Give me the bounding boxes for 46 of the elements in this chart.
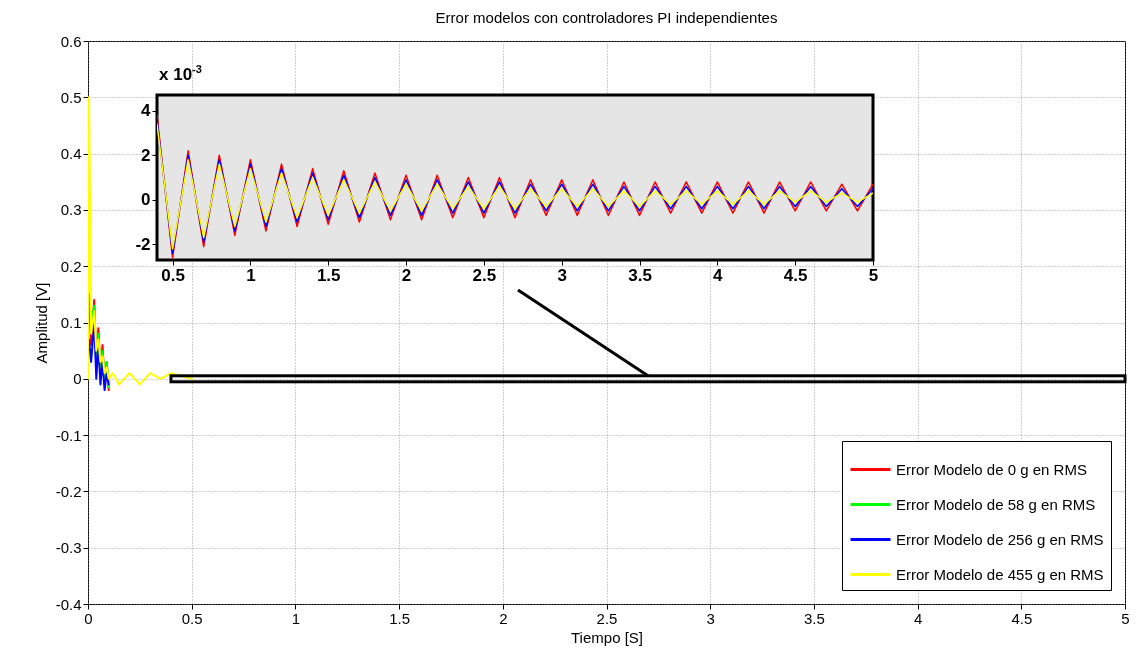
y-tick-label: 0.3 xyxy=(60,201,82,219)
x-axis-title: Tiempo [S] xyxy=(571,628,643,646)
legend-label: Error Modelo de 58 g en RMS xyxy=(896,495,1096,513)
y-tick-label: -0.2 xyxy=(55,482,82,500)
x-tick-label: 4 xyxy=(713,265,724,285)
y-tick-label: 0.4 xyxy=(60,145,82,163)
y-tick-label: -2 xyxy=(135,234,151,254)
annotation: x 10$^{-3}$ xyxy=(159,63,202,85)
line-series xyxy=(88,96,193,386)
x-tick-label: 0.5 xyxy=(161,265,185,285)
x-tick-label: 4.5 xyxy=(783,265,808,285)
x-tick-label: 0.5 xyxy=(181,609,203,627)
x-tick-label: 2 xyxy=(401,265,412,285)
y-tick-label: 0 xyxy=(73,370,82,388)
y-tick-label: 0.2 xyxy=(60,257,82,275)
x-tick-label: 1 xyxy=(246,265,256,285)
y-tick-label: -0.3 xyxy=(55,539,82,557)
y-tick-label: 4 xyxy=(141,101,152,121)
x-tick-label: 2 xyxy=(499,609,508,627)
x-tick-label: 2.5 xyxy=(596,609,618,627)
x-tick-label: 0 xyxy=(84,609,93,627)
legend-label: Error Modelo de 0 g en RMS xyxy=(896,460,1087,478)
y-tick-label: 0.6 xyxy=(60,32,82,50)
x-tick-label: 3.5 xyxy=(803,609,825,627)
chart-title: Error modelos con controladores PI independientes xyxy=(435,9,778,26)
legend-label: Error Modelo de 256 g en RMS xyxy=(896,530,1104,548)
line-series xyxy=(88,321,110,392)
x-tick-label: 1.5 xyxy=(316,265,341,285)
x-tick-label: 3 xyxy=(706,609,715,627)
x-tick-label: 5 xyxy=(868,265,879,285)
x-tick-label: 4.5 xyxy=(1011,609,1033,627)
x-tick-label: 4 xyxy=(913,609,923,627)
y-tick-label: 2 xyxy=(141,145,151,165)
y-axis-title: Amplitud [V] xyxy=(32,282,50,364)
y-tick-label: -0.1 xyxy=(55,426,82,444)
x-tick-label: 2.5 xyxy=(472,265,497,285)
y-tick-label: -0.4 xyxy=(55,595,82,613)
x-tick-label: 3.5 xyxy=(628,265,652,285)
y-tick-label: 0.5 xyxy=(60,88,82,106)
y-tick-label: 0.1 xyxy=(60,314,82,331)
x-tick-label: 1.5 xyxy=(389,609,411,627)
y-tick-label: 0 xyxy=(141,190,151,210)
legend-label: Error Modelo de 455 g en RMS xyxy=(896,565,1104,583)
x-tick-label: 3 xyxy=(557,265,567,285)
x-tick-label: 5 xyxy=(1121,609,1130,627)
x-tick-label: 1 xyxy=(291,609,301,627)
